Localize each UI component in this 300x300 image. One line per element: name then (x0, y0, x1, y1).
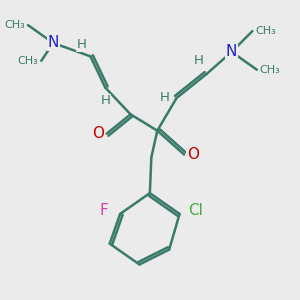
Text: H: H (76, 38, 86, 51)
Text: N: N (226, 44, 237, 59)
Text: F: F (99, 203, 108, 218)
Text: H: H (194, 54, 204, 67)
Text: H: H (160, 92, 170, 104)
Text: CH₃: CH₃ (4, 20, 25, 30)
Text: Cl: Cl (188, 203, 203, 218)
Text: O: O (187, 147, 199, 162)
Text: H: H (100, 94, 110, 107)
Text: CH₃: CH₃ (260, 65, 280, 75)
Text: O: O (92, 126, 104, 141)
Text: CH₃: CH₃ (18, 56, 38, 66)
Text: N: N (47, 35, 59, 50)
Text: CH₃: CH₃ (255, 26, 276, 36)
